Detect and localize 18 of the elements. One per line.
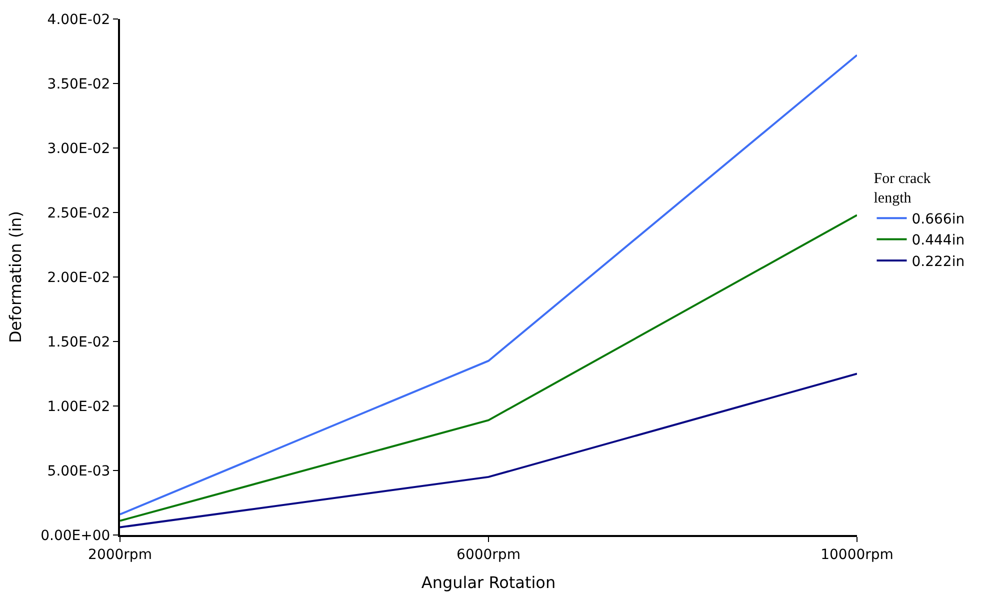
y-axis-title: Deformation (in) — [6, 210, 26, 344]
x-tick-label: 6000rpm — [456, 546, 520, 563]
y-tick-label: 3.50E-02 — [47, 76, 110, 92]
x-tick-label: 2000rpm — [88, 546, 152, 563]
y-tick-label: 1.00E-02 — [47, 398, 110, 415]
legend-title: For crack length — [874, 170, 932, 206]
x-tick-label: 10000rpm — [820, 546, 894, 563]
legend-label: 0.222in — [912, 254, 965, 270]
y-tick-label: 5.00E-03 — [47, 463, 110, 480]
x-axis-title: Angular Rotation — [421, 573, 556, 592]
legend-label: 0.666in — [912, 212, 965, 228]
y-tick-label: 4.00E-02 — [47, 12, 110, 28]
legend-label: 0.444in — [912, 232, 965, 249]
y-tick-label: 2.50E-02 — [47, 205, 110, 222]
y-tick-label: 3.00E-02 — [47, 140, 110, 157]
y-tick-label: 2.00E-02 — [47, 270, 110, 286]
y-tick-label: 0.00E+00 — [40, 528, 110, 544]
y-tick-label: 1.50E-02 — [47, 334, 110, 350]
